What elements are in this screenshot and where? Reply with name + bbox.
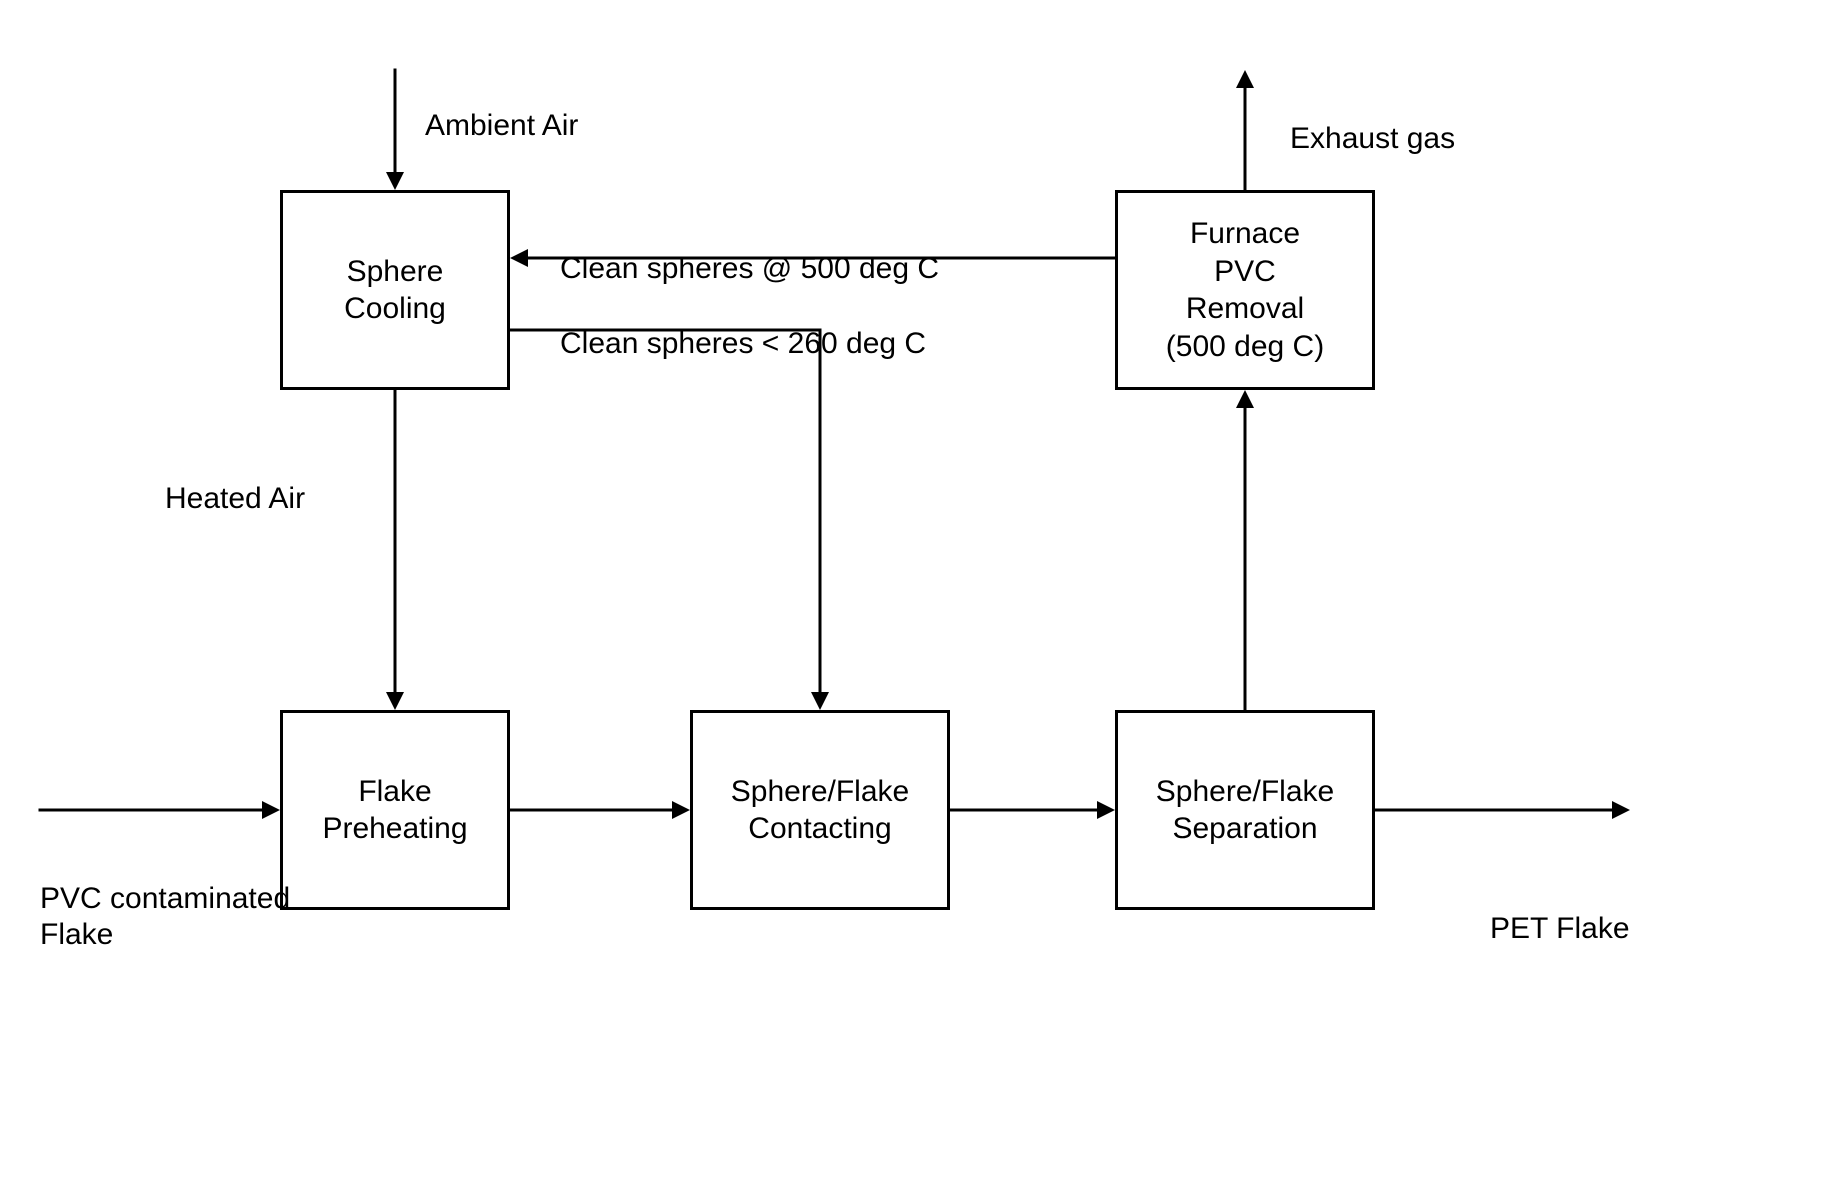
label-ambient-air: Ambient Air [425, 72, 578, 144]
label-text: PET Flake [1490, 912, 1630, 945]
label-text: Ambient Air [425, 109, 578, 142]
label-text: Heated Air [165, 482, 305, 515]
label-text: Clean spheres < 260 deg C [560, 327, 926, 360]
label-text: Exhaust gas [1290, 122, 1455, 155]
node-furnace-pvc-removal: Furnace PVC Removal (500 deg C) [1115, 190, 1375, 390]
label-exhaust-gas: Exhaust gas [1290, 85, 1455, 157]
node-label: Flake Preheating [322, 773, 467, 848]
edges-layer [0, 0, 1833, 1196]
node-label: Furnace PVC Removal (500 deg C) [1166, 215, 1324, 365]
flowchart-canvas: Sphere Cooling Furnace PVC Removal (500 … [0, 0, 1833, 1196]
node-sphere-cooling: Sphere Cooling [280, 190, 510, 390]
node-sphere-flake-contacting: Sphere/Flake Contacting [690, 710, 950, 910]
node-flake-preheating: Flake Preheating [280, 710, 510, 910]
node-label: Sphere Cooling [344, 253, 446, 328]
label-text: PVC contaminated Flake [40, 882, 290, 951]
label-pvc-contaminated-flake: PVC contaminated Flake [40, 845, 290, 953]
label-heated-air: Heated Air [165, 445, 305, 517]
node-label: Sphere/Flake Contacting [731, 773, 909, 848]
label-clean-spheres-260c: Clean spheres < 260 deg C [560, 290, 926, 362]
label-pet-flake: PET Flake [1490, 875, 1630, 947]
node-sphere-flake-separation: Sphere/Flake Separation [1115, 710, 1375, 910]
label-text: Clean spheres @ 500 deg C [560, 252, 939, 285]
label-clean-spheres-500c: Clean spheres @ 500 deg C [560, 215, 939, 287]
node-label: Sphere/Flake Separation [1156, 773, 1334, 848]
